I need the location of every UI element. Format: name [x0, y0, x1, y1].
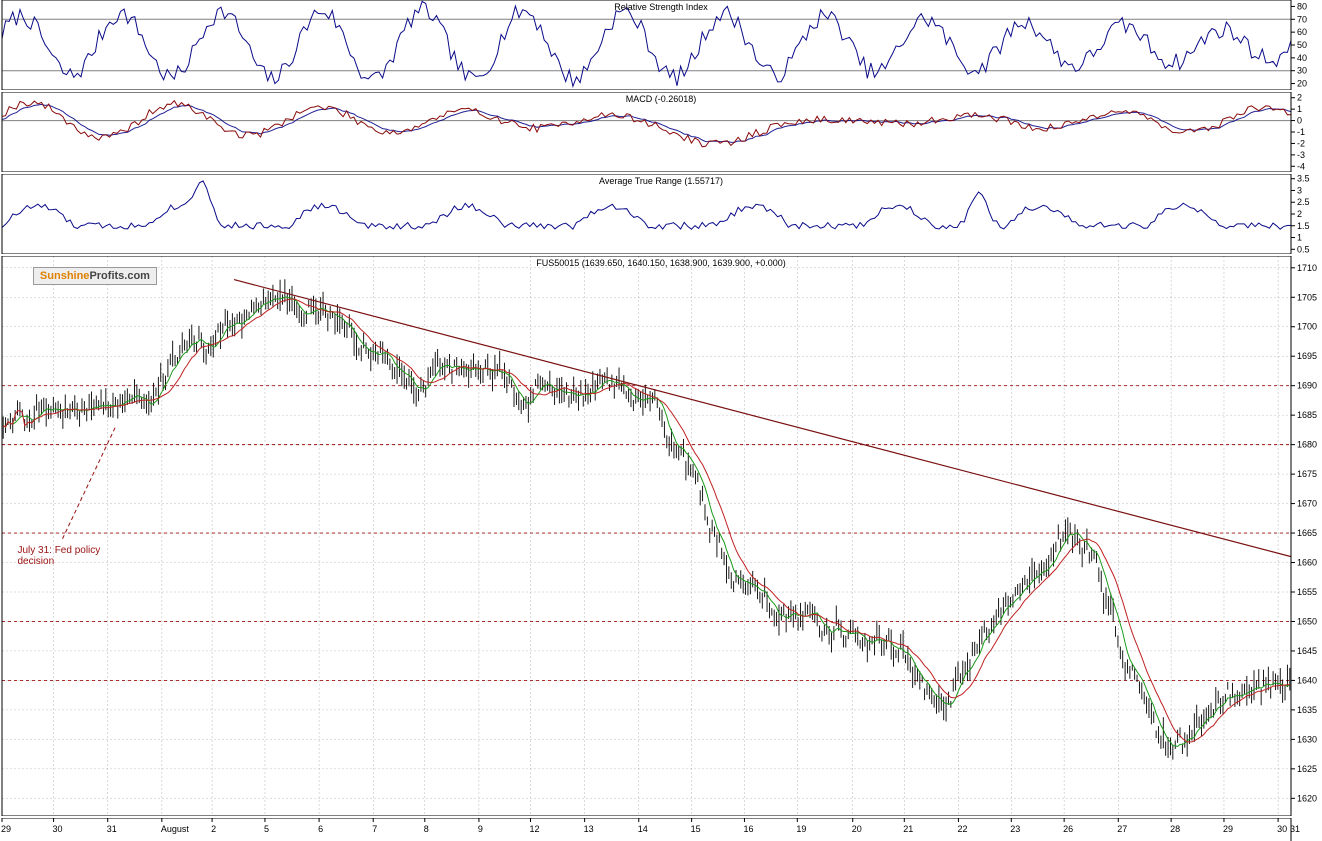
- svg-text:2: 2: [1297, 209, 1302, 219]
- svg-text:7: 7: [372, 824, 377, 834]
- svg-text:1645: 1645: [1297, 646, 1317, 656]
- svg-text:1680: 1680: [1297, 440, 1317, 450]
- svg-text:1: 1: [1297, 233, 1302, 243]
- svg-text:12: 12: [529, 824, 539, 834]
- svg-text:3: 3: [1297, 185, 1302, 195]
- svg-text:1650: 1650: [1297, 616, 1317, 626]
- svg-text:1660: 1660: [1297, 558, 1317, 568]
- svg-text:-3: -3: [1297, 150, 1305, 160]
- svg-text:August: August: [161, 824, 190, 834]
- fed-annotation-l1: July 31: Fed policy: [17, 545, 100, 556]
- svg-text:6: 6: [318, 824, 323, 834]
- svg-text:20: 20: [852, 824, 862, 834]
- svg-text:1620: 1620: [1297, 793, 1317, 803]
- svg-text:1655: 1655: [1297, 587, 1317, 597]
- svg-text:1690: 1690: [1297, 381, 1317, 391]
- svg-text:30: 30: [1297, 66, 1307, 76]
- svg-text:19: 19: [796, 824, 806, 834]
- fed-annotation-l2: decision: [17, 556, 54, 567]
- svg-text:20: 20: [1297, 79, 1307, 89]
- svg-text:2: 2: [211, 824, 216, 834]
- atr-title: Average True Range (1.55717): [0, 176, 1322, 186]
- svg-text:0.5: 0.5: [1297, 244, 1310, 254]
- svg-text:1: 1: [1297, 104, 1302, 114]
- svg-text:8: 8: [424, 824, 429, 834]
- svg-text:1665: 1665: [1297, 528, 1317, 538]
- svg-text:1675: 1675: [1297, 469, 1317, 479]
- watermark-l2: Profits.com: [89, 270, 150, 282]
- watermark-logo: SunshineProfits.com: [33, 267, 157, 285]
- svg-text:1685: 1685: [1297, 410, 1317, 420]
- svg-text:5: 5: [264, 824, 269, 834]
- svg-text:60: 60: [1297, 27, 1307, 37]
- svg-text:-2: -2: [1297, 138, 1305, 148]
- svg-text:15: 15: [691, 824, 701, 834]
- fed-annotation: July 31: Fed policydecision: [17, 545, 100, 568]
- macd-title: MACD (-0.26018): [0, 94, 1322, 104]
- rsi-title: Relative Strength Index: [0, 2, 1322, 12]
- svg-text:2.5: 2.5: [1297, 197, 1310, 207]
- svg-text:27: 27: [1117, 824, 1127, 834]
- svg-text:-4: -4: [1297, 161, 1305, 171]
- svg-text:16: 16: [743, 824, 753, 834]
- price-title: FUS50015 (1639.650, 1640.150, 1638.900, …: [0, 258, 1322, 268]
- price-panel: 1620 1625 1630 1635 1640 1645 1650 1655 1660 1665…: [0, 256, 1322, 816]
- svg-text:1.5: 1.5: [1297, 221, 1310, 231]
- svg-text:1640: 1640: [1297, 675, 1317, 685]
- svg-text:1625: 1625: [1297, 764, 1317, 774]
- svg-text:1635: 1635: [1297, 705, 1317, 715]
- rsi-panel: 20304050607080Relative Strength Index: [0, 0, 1322, 90]
- svg-text:13: 13: [584, 824, 594, 834]
- svg-text:0: 0: [1297, 116, 1302, 126]
- svg-text:28: 28: [1170, 824, 1180, 834]
- svg-text:1700: 1700: [1297, 322, 1317, 332]
- svg-text:22: 22: [957, 824, 967, 834]
- svg-text:40: 40: [1297, 53, 1307, 63]
- macd-panel: -4-3-2-1012MACD (-0.26018): [0, 92, 1322, 172]
- svg-text:29: 29: [1223, 824, 1233, 834]
- watermark-l1: Sunshine: [40, 270, 90, 282]
- svg-text:1670: 1670: [1297, 499, 1317, 509]
- svg-text:31: 31: [1290, 824, 1300, 834]
- svg-text:1705: 1705: [1297, 292, 1317, 302]
- svg-text:50: 50: [1297, 40, 1307, 50]
- x-axis: 293031August2567891213141516192021222326…: [0, 818, 1322, 841]
- svg-text:30: 30: [53, 824, 63, 834]
- svg-text:14: 14: [638, 824, 648, 834]
- svg-text:21: 21: [903, 824, 913, 834]
- svg-text:70: 70: [1297, 14, 1307, 24]
- svg-text:-1: -1: [1297, 127, 1305, 137]
- svg-text:26: 26: [1063, 824, 1073, 834]
- svg-text:31: 31: [107, 824, 117, 834]
- svg-text:1695: 1695: [1297, 351, 1317, 361]
- svg-text:30: 30: [1277, 824, 1287, 834]
- svg-text:1630: 1630: [1297, 734, 1317, 744]
- chart-root: 20304050607080Relative Strength Index-4-…: [0, 0, 1322, 841]
- svg-text:29: 29: [1, 824, 11, 834]
- atr-panel: 0.511.522.533.5Average True Range (1.557…: [0, 174, 1322, 254]
- svg-text:9: 9: [478, 824, 483, 834]
- svg-text:23: 23: [1010, 824, 1020, 834]
